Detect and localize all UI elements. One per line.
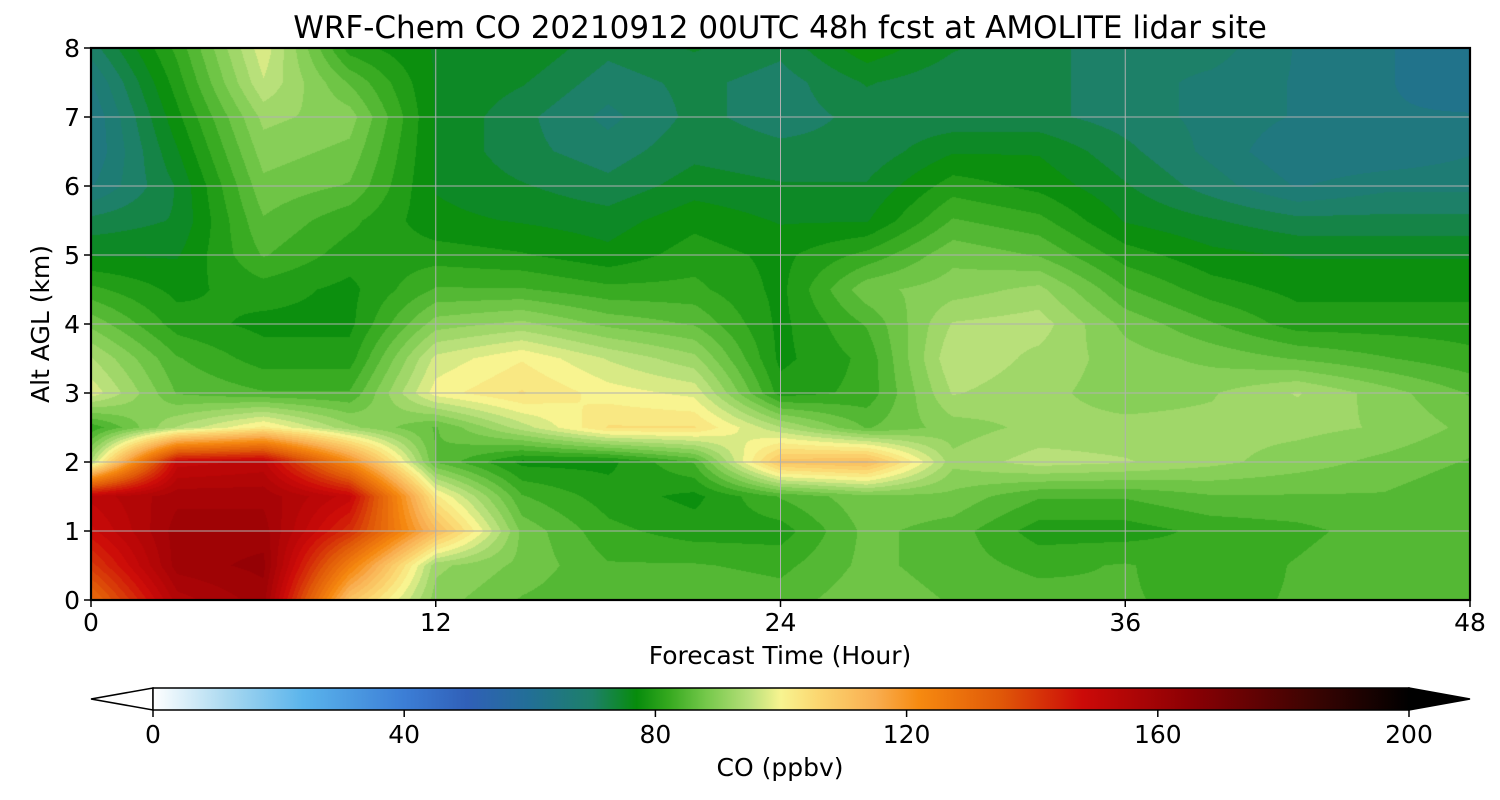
x-tick-label: 48 [1454, 608, 1486, 637]
x-axis-label: Forecast Time (Hour) [649, 641, 912, 670]
y-tick-label: 4 [64, 310, 80, 339]
colorbar-lower-extension [90, 687, 154, 711]
x-tick-label: 24 [765, 608, 797, 637]
colorbar-upper-extension [1408, 687, 1471, 711]
colorbar-tick-label: 160 [1134, 720, 1182, 749]
y-axis-label: Alt AGL (km) [26, 245, 55, 403]
colorbar-label: CO (ppbv) [717, 753, 844, 782]
x-tick-label: 0 [83, 608, 99, 637]
y-tick-label: 8 [64, 34, 80, 63]
colorbar-tick-label: 200 [1385, 720, 1433, 749]
y-tick-label: 1 [64, 517, 80, 546]
colorbar-tick-label: 120 [883, 720, 931, 749]
y-tick-label: 2 [64, 448, 80, 477]
colorbar-gradient [152, 687, 1410, 711]
y-tick-label: 6 [64, 172, 80, 201]
y-axis: 0 1 2 3 4 5 6 7 8 [64, 34, 91, 615]
y-tick-label: 3 [64, 379, 80, 408]
y-tick-label: 7 [64, 103, 80, 132]
colorbar: 0 40 80 120 160 200 [90, 687, 1471, 749]
colorbar-tick-label: 80 [639, 720, 671, 749]
colorbar-tick-label: 0 [145, 720, 161, 749]
y-tick-label: 0 [64, 586, 80, 615]
colorbar-tick-label: 40 [388, 720, 420, 749]
x-tick-label: 36 [1109, 608, 1141, 637]
x-axis: 0 12 24 36 48 [83, 600, 1486, 637]
colorbar-ticks: 0 40 80 120 160 200 [145, 710, 1433, 749]
chart-title: WRF-Chem CO 20210912 00UTC 48h fcst at A… [293, 10, 1267, 46]
y-tick-label: 5 [64, 241, 80, 270]
x-tick-label: 12 [420, 608, 452, 637]
